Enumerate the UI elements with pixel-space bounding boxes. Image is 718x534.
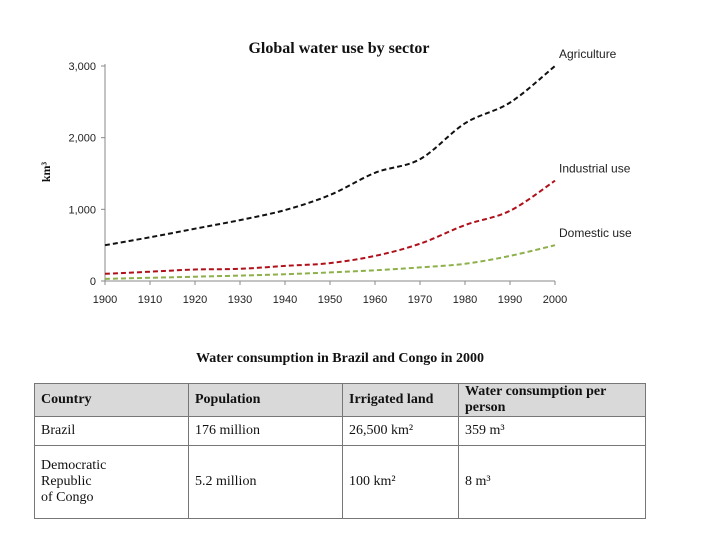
y-tick-label: 1,000 bbox=[68, 204, 96, 216]
x-tick-label: 1920 bbox=[183, 294, 207, 306]
x-tick-label: 1910 bbox=[138, 294, 162, 306]
table-title: Water consumption in Brazil and Congo in… bbox=[196, 351, 484, 366]
x-tick-label: 1960 bbox=[363, 294, 387, 306]
x-tick-label: 1900 bbox=[93, 294, 117, 306]
header-country: Country bbox=[34, 383, 189, 417]
chart-title: Global water use by sector bbox=[248, 40, 429, 57]
x-tick-label: 1990 bbox=[498, 294, 522, 306]
series-line-agriculture bbox=[104, 65, 556, 247]
header-population: Population bbox=[188, 383, 343, 417]
cell-country: Brazil bbox=[34, 416, 189, 446]
cell-irrigated-land: 100 km² bbox=[342, 445, 459, 519]
table-row: Brazil 176 million 26,500 km² 359 m³ bbox=[34, 416, 646, 446]
x-tick-label: 2000 bbox=[543, 294, 567, 306]
x-tick-label: 1950 bbox=[318, 294, 342, 306]
cell-country: Democratic Republic of Congo bbox=[34, 445, 189, 519]
cell-irrigated-land: 26,500 km² bbox=[342, 416, 459, 446]
header-water-consumption: Water consumption per person bbox=[458, 383, 646, 417]
y-tick-label: 3,000 bbox=[68, 61, 96, 73]
consumption-table: Country Population Irrigated land Water … bbox=[34, 383, 646, 519]
cell-water-consumption: 8 m³ bbox=[458, 445, 646, 519]
x-tick-label: 1930 bbox=[228, 294, 252, 306]
y-tick-label: 0 bbox=[90, 276, 96, 288]
series-label-domestic-use: Domestic use bbox=[559, 226, 632, 240]
x-tick-label: 1980 bbox=[453, 294, 477, 306]
table-header-row: Country Population Irrigated land Water … bbox=[34, 383, 646, 417]
cell-water-consumption: 359 m³ bbox=[458, 416, 646, 446]
y-tick-label: 2,000 bbox=[68, 133, 96, 145]
y-axis-label: km³ bbox=[39, 161, 53, 182]
series-line-industrial-use bbox=[104, 179, 556, 275]
line-chart: Global water use by sector km³ 0 1,000 2,0… bbox=[39, 40, 632, 306]
cell-population: 5.2 million bbox=[188, 445, 343, 519]
header-irrigated-land: Irrigated land bbox=[342, 383, 459, 417]
x-tick-label: 1970 bbox=[408, 294, 432, 306]
series-label-industrial-use: Industrial use bbox=[559, 162, 631, 176]
table-row: Democratic Republic of Congo 5.2 million… bbox=[34, 445, 646, 519]
cell-population: 176 million bbox=[188, 416, 343, 446]
series-label-agriculture: Agriculture bbox=[559, 47, 617, 61]
series-line-domestic-use bbox=[104, 244, 556, 280]
x-tick-label: 1940 bbox=[273, 294, 297, 306]
